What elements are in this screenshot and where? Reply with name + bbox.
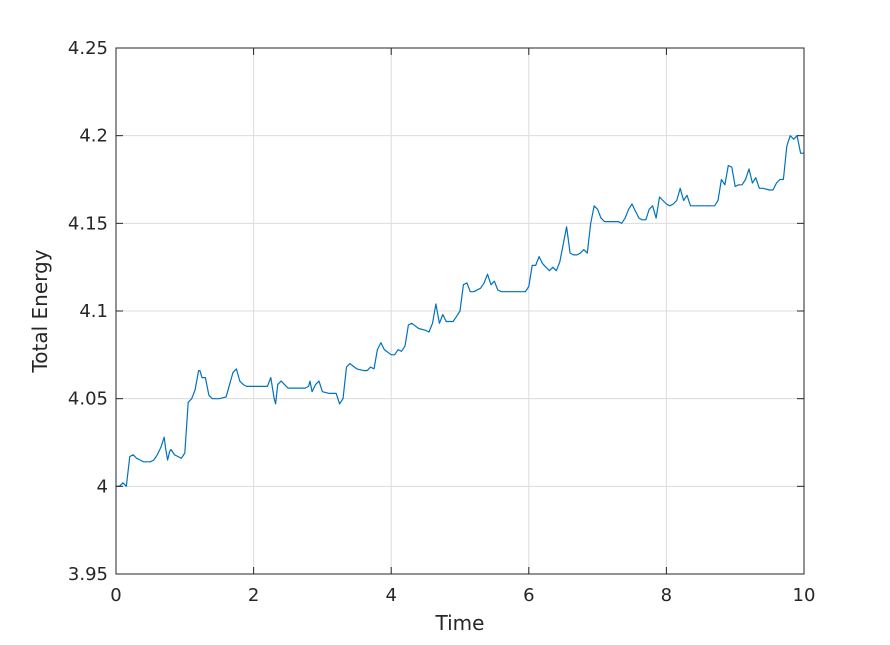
x-tick-label: 10 xyxy=(793,585,816,606)
y-tick-label: 4 xyxy=(97,476,108,497)
y-axis-label: Total Energy xyxy=(28,249,52,373)
y-tick-label: 4.2 xyxy=(79,126,108,147)
x-tick-label: 4 xyxy=(385,585,396,606)
x-tick-label: 0 xyxy=(110,585,121,606)
x-tick-label: 6 xyxy=(523,585,534,606)
y-tick-label: 4.1 xyxy=(79,301,108,322)
x-axis-label: Time xyxy=(435,611,485,635)
ticks: 0 2 4 6 8 10 3.95 4 4.05 4.1 4.15 4.2 4.25 xyxy=(68,38,816,606)
y-tick-label: 4.25 xyxy=(68,38,108,59)
x-tick-label: 2 xyxy=(248,585,259,606)
y-tick-label: 4.05 xyxy=(68,389,108,410)
y-tick-label: 4.15 xyxy=(68,213,108,234)
x-tick-label: 8 xyxy=(661,585,672,606)
series-layer xyxy=(116,135,804,487)
y-tick-label: 3.95 xyxy=(68,564,108,585)
energy-line xyxy=(116,135,804,487)
